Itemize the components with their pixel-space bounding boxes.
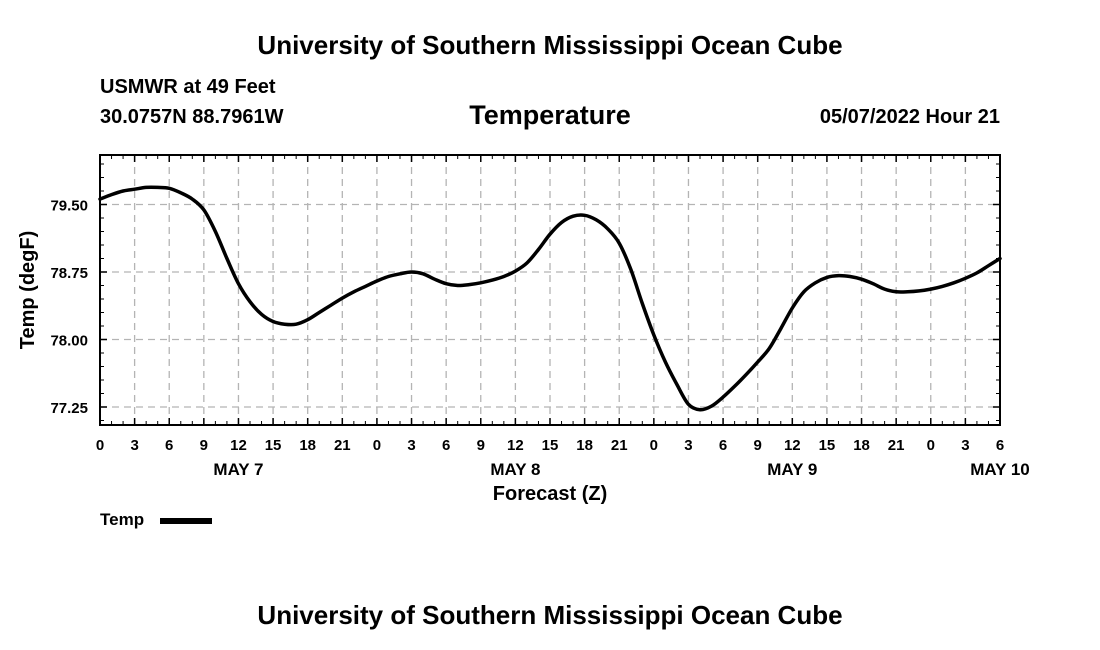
chart-title: Temperature xyxy=(469,100,631,130)
x-tick-label: 0 xyxy=(650,437,658,454)
x-tick-label: 18 xyxy=(299,437,316,454)
x-tick-label: 3 xyxy=(407,437,415,454)
legend-swatch xyxy=(160,518,212,524)
x-tick-label: 3 xyxy=(130,437,138,454)
y-tick-label: 78.75 xyxy=(50,265,88,282)
x-tick-label: 21 xyxy=(888,437,905,454)
x-tick-label: 15 xyxy=(542,437,559,454)
x-tick-label: 21 xyxy=(611,437,628,454)
x-tick-label: 3 xyxy=(961,437,969,454)
x-tick-label: 9 xyxy=(754,437,762,454)
x-tick-label: 6 xyxy=(442,437,450,454)
x-tick-label: 3 xyxy=(684,437,692,454)
day-label: MAY 8 xyxy=(490,460,540,479)
x-tick-label: 15 xyxy=(265,437,282,454)
x-tick-label: 12 xyxy=(507,437,524,454)
page-title: University of Southern Mississippi Ocean… xyxy=(257,30,843,60)
y-tick-label: 77.25 xyxy=(50,400,88,417)
day-label: MAY 7 xyxy=(213,460,263,479)
station-coordinates: 30.0757N 88.7961W xyxy=(100,106,284,128)
x-tick-label: 9 xyxy=(200,437,208,454)
x-tick-label: 9 xyxy=(477,437,485,454)
x-tick-label: 0 xyxy=(927,437,935,454)
forecast-datetime: 05/07/2022 Hour 21 xyxy=(819,106,1000,128)
footer-title: University of Southern Mississippi Ocean… xyxy=(257,600,843,630)
legend-label: Temp xyxy=(100,510,145,529)
x-tick-label: 0 xyxy=(373,437,381,454)
day-label: MAY 10 xyxy=(970,460,1030,479)
x-tick-label: 6 xyxy=(719,437,727,454)
x-tick-label: 6 xyxy=(165,437,173,454)
series-line-temp xyxy=(98,185,1002,412)
x-tick-label: 21 xyxy=(334,437,351,454)
series-layer xyxy=(98,185,1002,412)
x-tick-label: 15 xyxy=(819,437,836,454)
axes: 0 3 6 9 12 15 18 21 0 3 6 9 12 15 18 21 0 3 6 9 12 15 18 21 0 3 6 7… xyxy=(50,154,1030,479)
y-tick-label: 79.50 xyxy=(50,198,88,215)
y-axis-label: Temp (degF) xyxy=(17,231,39,350)
x-tick-label: 18 xyxy=(853,437,870,454)
x-tick-label: 18 xyxy=(576,437,593,454)
y-tick-label: 78.00 xyxy=(50,333,88,350)
x-tick-label: 6 xyxy=(996,437,1004,454)
x-tick-label: 12 xyxy=(230,437,247,454)
grid xyxy=(100,155,1000,425)
x-tick-label: 0 xyxy=(96,437,104,454)
station-label: USMWR at 49 Feet xyxy=(100,76,276,98)
x-tick-label: 12 xyxy=(784,437,801,454)
day-label: MAY 9 xyxy=(767,460,817,479)
x-axis-label: Forecast (Z) xyxy=(493,483,607,505)
